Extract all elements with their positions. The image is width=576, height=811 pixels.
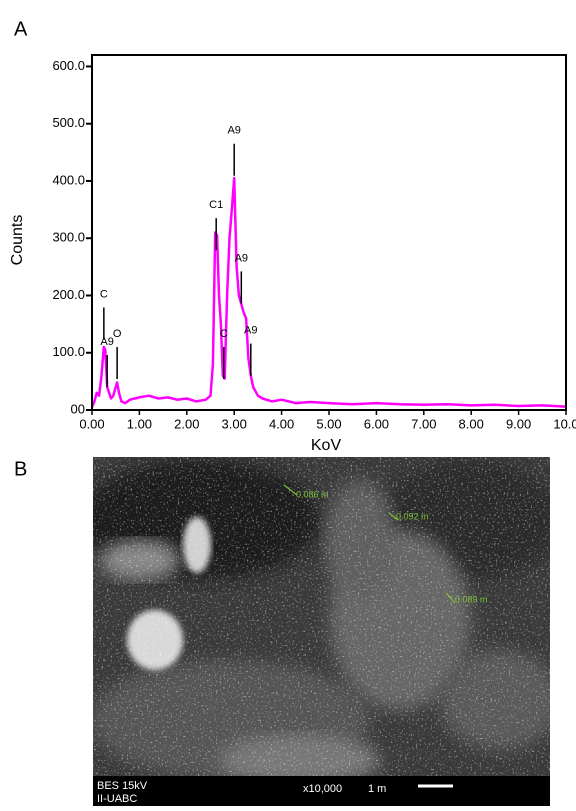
x-tick-label: 3.00 — [222, 416, 247, 431]
peak-label: C — [220, 328, 228, 340]
x-tick-label: 9.00 — [506, 416, 531, 431]
measurement: 0.092 m — [396, 511, 429, 521]
x-tick-label: 6.00 — [364, 416, 389, 431]
peak-label: O — [113, 328, 122, 340]
x-tick-label: 1.00 — [127, 416, 152, 431]
y-tick-label: 300.0 — [52, 230, 85, 245]
x-tick-label: 8.00 — [459, 416, 484, 431]
info-text: x10,000 — [303, 783, 342, 795]
peak-label: A9 — [227, 125, 240, 137]
panel-label: B — [14, 458, 27, 480]
info-text: BES 15kV — [97, 780, 148, 792]
y-tick-label: 500.0 — [52, 115, 85, 130]
y-tick-label: 100.0 — [52, 344, 85, 359]
peak-label: A9 — [244, 324, 257, 336]
x-tick-label: 4.00 — [269, 416, 294, 431]
info-text: II-UABC — [97, 793, 137, 805]
info-text: 1 m — [368, 783, 386, 795]
peak-label: A9 — [100, 336, 113, 348]
x-axis-label: KoV — [311, 437, 342, 454]
spectrum-line — [90, 176, 567, 408]
x-tick-label: 7.00 — [411, 416, 436, 431]
plot-frame — [91, 54, 567, 411]
peak-label: C — [100, 288, 108, 300]
measurement: 0.086 m — [296, 489, 329, 499]
y-axis-label: Counts — [9, 215, 26, 266]
y-tick-label: 00 — [71, 401, 85, 416]
x-tick-label: 2.00 — [174, 416, 199, 431]
y-tick-label: 600.0 — [52, 58, 85, 73]
peak-label: C1 — [209, 199, 223, 211]
peak-label: A9 — [235, 252, 248, 264]
x-tick-label: 0.00 — [79, 416, 104, 431]
micrograph: 0.086 m 0.092 m 0.089 m BES 15kV II-UABC… — [93, 457, 550, 806]
y-tick-label: 400.0 — [52, 172, 85, 187]
x-tick-label: 10.0 — [553, 416, 576, 431]
y-tick-label: 200.0 — [52, 287, 85, 302]
x-tick-label: 5.00 — [316, 416, 341, 431]
panel-label: A — [14, 18, 28, 40]
measurement: 0.089 m — [455, 594, 488, 604]
